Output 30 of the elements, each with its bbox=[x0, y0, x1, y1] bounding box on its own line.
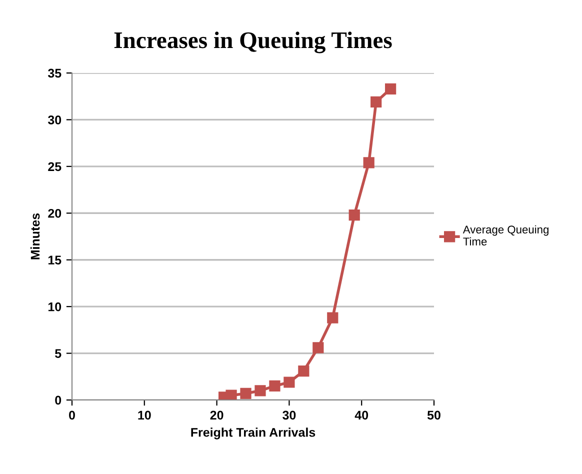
chart-title: Increases in Queuing Times bbox=[114, 32, 392, 54]
y-tick-label: 25 bbox=[48, 162, 62, 172]
point bbox=[385, 83, 396, 94]
y-tick-label: 35 bbox=[48, 68, 62, 78]
y-tick-label: 30 bbox=[48, 116, 62, 124]
x-axis-title: Freight Train Arrivals bbox=[191, 428, 316, 440]
y-tick-label: 5 bbox=[55, 349, 62, 358]
point bbox=[370, 96, 382, 108]
point bbox=[363, 157, 374, 168]
x-tick-label: 0 bbox=[69, 410, 75, 420]
x-tick-label: 50 bbox=[427, 410, 440, 420]
x-tick-label: 40 bbox=[354, 410, 368, 420]
x-tick-label: 20 bbox=[210, 410, 224, 420]
y-tick-label: 10 bbox=[48, 302, 62, 312]
legend-label: Average Queuing Time bbox=[462, 225, 548, 246]
point bbox=[298, 365, 310, 377]
point bbox=[348, 209, 360, 221]
x-tick-label: 30 bbox=[282, 410, 296, 420]
x-tick-label: 10 bbox=[138, 410, 151, 420]
point bbox=[327, 312, 338, 324]
point bbox=[312, 342, 324, 354]
y-tick-label: 20 bbox=[48, 208, 62, 218]
point bbox=[226, 390, 237, 400]
y-tick-label: 0 bbox=[55, 396, 62, 405]
point bbox=[284, 376, 295, 388]
point bbox=[240, 388, 252, 400]
y-tick-label: 15 bbox=[48, 256, 62, 265]
point bbox=[269, 380, 280, 392]
point bbox=[254, 385, 266, 396]
y-axis-title: Minutes bbox=[30, 213, 40, 260]
